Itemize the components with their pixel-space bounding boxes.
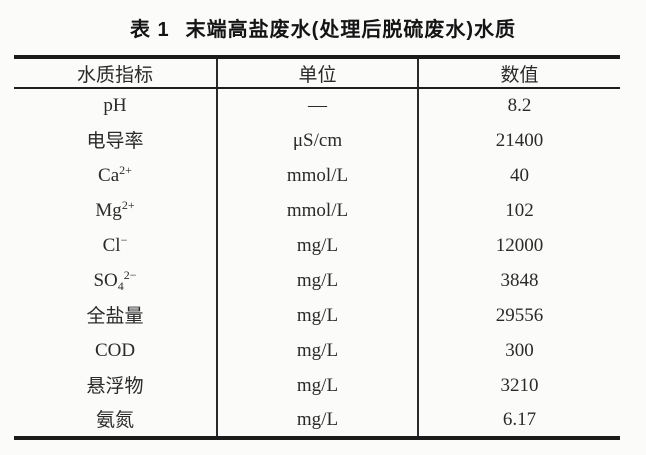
header-value: 数值 <box>417 57 620 89</box>
value-cell: 8.2 <box>417 88 620 123</box>
indicator-superscript: − <box>120 232 128 247</box>
unit-cell: mg/L <box>216 403 418 438</box>
unit-cell: — <box>216 88 418 123</box>
table-number-label: 表 1 <box>129 19 170 41</box>
unit-cell: mg/L <box>216 368 418 403</box>
indicator-cell: SO42− <box>14 263 217 298</box>
value-cell: 3210 <box>417 368 620 403</box>
table-row: Ca2+ mmol/L 40 <box>14 158 620 193</box>
value-cell: 300 <box>417 333 620 368</box>
value-cell: 40 <box>417 158 620 193</box>
unit-cell: mmol/L <box>216 193 418 228</box>
value-cell: 29556 <box>417 298 620 333</box>
table-row: 全盐量 mg/L 29556 <box>14 298 620 333</box>
indicator-cell: pH <box>14 88 217 123</box>
table-body: pH — 8.2 电导率 μS/cm 21400 Ca2+ mmol/L 40 … <box>14 88 620 438</box>
value-cell: 12000 <box>417 228 620 263</box>
unit-cell: mg/L <box>216 263 418 298</box>
indicator-base: Mg <box>95 199 122 221</box>
indicator-cell: COD <box>14 333 217 368</box>
table-title-text: 末端高盐废水(处理后脱硫废水)水质 <box>185 19 516 41</box>
header-unit: 单位 <box>216 57 418 89</box>
unit-cell: mmol/L <box>216 158 418 193</box>
indicator-base: 全盐量 <box>86 306 144 327</box>
indicator-cell: 氨氮 <box>14 403 217 438</box>
indicator-base: 悬浮物 <box>86 376 144 397</box>
value-cell: 102 <box>417 193 620 228</box>
value-cell: 3848 <box>417 263 620 298</box>
indicator-base: 电导率 <box>86 131 144 152</box>
unit-cell: mg/L <box>216 228 418 263</box>
indicator-base: pH <box>103 95 127 116</box>
water-quality-table: 水质指标 单位 数值 pH — 8.2 电导率 μS/cm 21400 Ca2+… <box>14 55 620 440</box>
header-row: 水质指标 单位 数值 <box>14 57 620 89</box>
indicator-subscript: 4 <box>117 278 124 293</box>
table-row: SO42− mg/L 3848 <box>14 263 620 298</box>
indicator-cell: 电导率 <box>14 123 217 158</box>
indicator-superscript: 2+ <box>119 162 132 177</box>
table-caption: 表 1 末端高盐废水(处理后脱硫废水)水质 <box>0 13 646 42</box>
indicator-base: 氨氮 <box>95 410 134 431</box>
header-indicator: 水质指标 <box>14 57 217 89</box>
value-cell: 6.17 <box>417 403 620 438</box>
unit-cell: mg/L <box>216 298 418 333</box>
table-row: 悬浮物 mg/L 3210 <box>14 368 620 403</box>
table-row: COD mg/L 300 <box>14 333 620 368</box>
table-row: 氨氮 mg/L 6.17 <box>14 403 620 438</box>
indicator-base: SO <box>93 269 118 291</box>
indicator-base: Cl <box>102 234 121 256</box>
indicator-superscript: 2− <box>123 267 137 282</box>
indicator-base: Ca <box>98 164 120 186</box>
unit-cell: mg/L <box>216 333 418 368</box>
table-row: Cl− mg/L 12000 <box>14 228 620 263</box>
value-cell: 21400 <box>417 123 620 158</box>
indicator-cell: 全盐量 <box>14 298 217 333</box>
indicator-cell: Cl− <box>14 228 217 263</box>
indicator-base: COD <box>94 339 136 361</box>
indicator-cell: 悬浮物 <box>14 368 217 403</box>
unit-cell: μS/cm <box>216 123 418 158</box>
table-row: Mg2+ mmol/L 102 <box>14 193 620 228</box>
table-header: 水质指标 单位 数值 <box>14 57 620 89</box>
indicator-superscript: 2+ <box>121 197 135 212</box>
indicator-cell: Ca2+ <box>14 158 217 193</box>
indicator-cell: Mg2+ <box>14 193 217 228</box>
table-row: pH — 8.2 <box>14 88 620 123</box>
table-row: 电导率 μS/cm 21400 <box>14 123 620 158</box>
